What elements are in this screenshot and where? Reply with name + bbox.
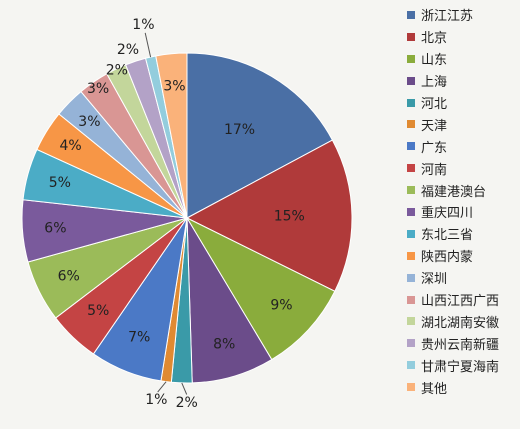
- legend-item: 福建港澳台: [407, 179, 519, 201]
- legend-label: 贵州云南新疆: [421, 337, 500, 353]
- leader-line: [144, 32, 152, 58]
- legend-label: 天津: [421, 118, 448, 134]
- legend-label: 广东: [421, 140, 448, 156]
- legend-label: 上海: [421, 75, 448, 91]
- legend-swatch: [407, 120, 415, 129]
- legend-label: 河南: [421, 162, 448, 178]
- slice-value-label: 8%: [213, 337, 235, 353]
- legend-item: 深圳: [407, 267, 519, 289]
- legend-swatch: [407, 142, 415, 151]
- legend-label: 河北: [421, 97, 448, 112]
- slice-value-label: 6%: [44, 221, 66, 237]
- legend-label: 北京: [421, 31, 448, 47]
- legend-item: 上海: [407, 70, 519, 92]
- pie-slice: [185, 139, 353, 292]
- legend-item: 天津: [407, 113, 519, 135]
- legend-label: 福建港澳台: [421, 184, 487, 200]
- legend-item: 陕西内蒙: [407, 245, 519, 267]
- legend: 浙江江苏北京山东上海河北天津广东河南福建港澳台重庆四川东北三省陕西内蒙深圳山西江…: [407, 4, 519, 398]
- legend-swatch: [407, 54, 415, 63]
- legend-item: 广东: [407, 135, 519, 157]
- slice-value-label: 2%: [106, 63, 128, 79]
- legend-swatch: [407, 383, 415, 392]
- slice-value-label: 15%: [274, 208, 305, 224]
- slice-value-label: 5%: [87, 303, 109, 319]
- legend-item: 河北: [407, 92, 519, 114]
- legend-item: 山东: [407, 48, 519, 70]
- legend-swatch: [407, 361, 415, 370]
- legend-item: 重庆四川: [407, 201, 519, 223]
- legend-swatch: [407, 186, 415, 195]
- legend-label: 山西江西广西: [421, 294, 500, 310]
- legend-label: 甘肃宁夏海南: [421, 359, 500, 375]
- slice-value-label: 2%: [176, 395, 198, 411]
- leader-line: [181, 382, 188, 395]
- legend-label: 东北三省: [421, 228, 474, 244]
- slice-value-label: 17%: [224, 122, 255, 138]
- leader-line: [157, 381, 167, 393]
- slice-value-label: 7%: [128, 330, 150, 346]
- slice-value-label: 3%: [163, 79, 185, 95]
- legend-swatch: [407, 317, 415, 326]
- slice-value-label: 3%: [78, 114, 100, 130]
- slice-value-label: 4%: [59, 138, 81, 154]
- legend-label: 湖北湖南安徽: [421, 315, 500, 331]
- legend-swatch: [407, 273, 415, 282]
- legend-item: 甘肃宁夏海南: [407, 354, 519, 376]
- legend-item: 河南: [407, 157, 519, 179]
- legend-item: 湖北湖南安徽: [407, 310, 519, 332]
- legend-swatch: [407, 32, 415, 41]
- legend-item: 北京: [407, 26, 519, 48]
- pie-slice: [186, 52, 334, 219]
- legend-swatch: [407, 207, 415, 216]
- pie-slice: [185, 216, 336, 361]
- legend-item: 其他: [407, 376, 519, 398]
- legend-swatch: [407, 164, 415, 173]
- legend-label: 山东: [421, 53, 448, 69]
- legend-label: 深圳: [421, 272, 448, 288]
- legend-item: 浙江江苏: [407, 4, 519, 26]
- legend-label: 陕西内蒙: [421, 250, 474, 266]
- legend-swatch: [407, 98, 415, 107]
- legend-swatch: [407, 229, 415, 238]
- legend-swatch: [407, 76, 415, 85]
- legend-label: 其他: [421, 381, 448, 397]
- legend-swatch: [407, 251, 415, 260]
- slice-value-label: 1%: [132, 17, 154, 33]
- slice-value-label: 6%: [58, 269, 80, 285]
- legend-label: 重庆四川: [421, 206, 474, 222]
- legend-swatch: [407, 10, 415, 19]
- legend-item: 东北三省: [407, 223, 519, 245]
- legend-label: 浙江江苏: [421, 9, 474, 25]
- slice-value-label: 3%: [87, 81, 109, 97]
- slice-value-label: 2%: [117, 42, 139, 58]
- pie-slice: [155, 52, 188, 219]
- slice-value-label: 9%: [270, 297, 292, 313]
- slice-value-label: 1%: [145, 392, 167, 408]
- pie-plot: 17% 15% 9% 8% 2% 1% 7% 5% 6% 6% 5% 4% 3% 3% 2% 2% 1% 3%: [21, 17, 353, 411]
- slice-value-label: 5%: [49, 175, 71, 191]
- legend-swatch: [407, 295, 415, 304]
- legend-swatch: [407, 339, 415, 348]
- legend-item: 山西江西广西: [407, 289, 519, 311]
- legend-item: 贵州云南新疆: [407, 332, 519, 354]
